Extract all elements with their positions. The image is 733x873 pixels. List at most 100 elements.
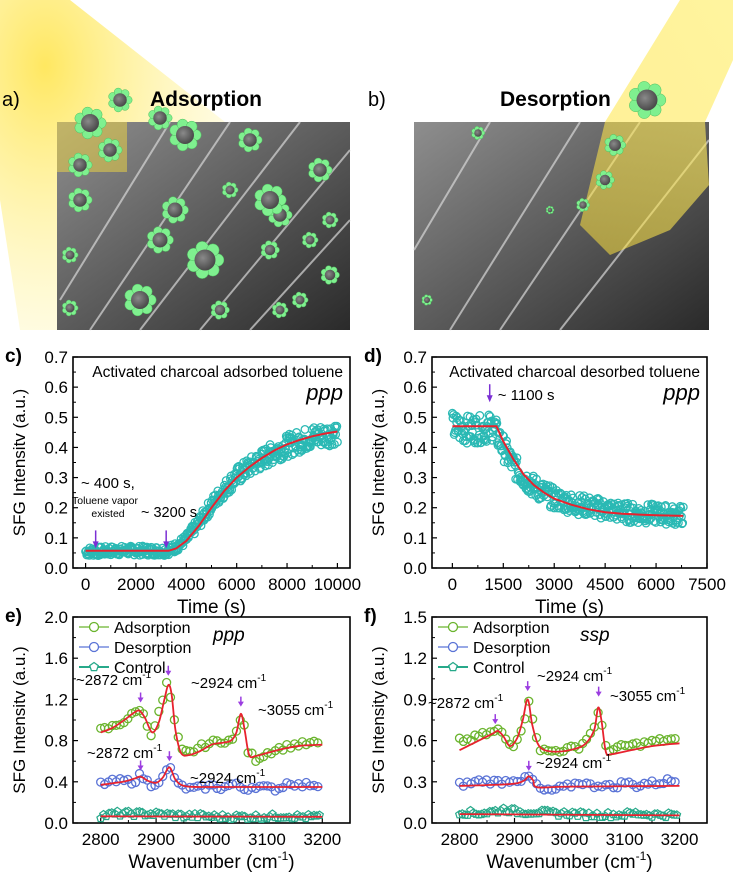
arrow-head-icon bbox=[486, 395, 493, 403]
series-control bbox=[96, 806, 324, 823]
toluene-molecule-icon bbox=[471, 126, 485, 140]
data-point bbox=[154, 706, 164, 717]
legend-item-control: Control bbox=[438, 660, 525, 677]
chart-f: f) 0.0 0.3 0.6 0.9 1.2 1.5 2800 2900 3000 3100 3200… bbox=[364, 606, 708, 873]
legend: Adsorption Desorption Control bbox=[438, 620, 550, 677]
toluene-molecule-icon bbox=[302, 231, 319, 249]
toluene-molecule-icon bbox=[629, 81, 667, 119]
data-point bbox=[570, 808, 580, 817]
polarization-label: ppp bbox=[662, 380, 700, 405]
toluene-molecule-icon bbox=[320, 265, 340, 285]
legend-label: Adsorption bbox=[473, 620, 550, 637]
panel-label-a: a) bbox=[2, 89, 20, 111]
data-point bbox=[666, 734, 676, 744]
toluene-molecule-icon bbox=[595, 170, 615, 190]
toluene-molecule-icon bbox=[254, 183, 287, 217]
toluene-molecule-icon bbox=[322, 211, 339, 229]
data-point bbox=[547, 785, 557, 795]
data-point bbox=[158, 771, 168, 782]
y-tick-label: 0.9 bbox=[403, 690, 427, 709]
toluene-molecule-icon bbox=[421, 294, 433, 306]
annotation: ~ 400 s, bbox=[81, 475, 135, 492]
data-point bbox=[601, 780, 611, 790]
peak-annotation: ~2924 cm-1 bbox=[537, 666, 613, 685]
data-point bbox=[227, 779, 238, 789]
data-point bbox=[233, 462, 243, 472]
toluene-molecule-icon bbox=[68, 187, 93, 213]
arrow-head-icon bbox=[137, 765, 144, 771]
arrow-head-icon bbox=[137, 697, 144, 703]
carbon-ring bbox=[609, 139, 621, 151]
y-tick-label: 0.0 bbox=[403, 559, 427, 578]
data-point bbox=[256, 814, 266, 823]
fit-line bbox=[100, 683, 323, 759]
panel-label-e: e) bbox=[5, 606, 22, 627]
y-tick-label: 2.0 bbox=[44, 608, 68, 627]
carbon-ring bbox=[152, 232, 168, 248]
x-tick-label: 10000 bbox=[314, 575, 361, 594]
data-point bbox=[227, 734, 238, 744]
data-point bbox=[206, 812, 217, 821]
y-tick-label: 0.7 bbox=[44, 348, 68, 367]
y-tick-label: 0.1 bbox=[403, 529, 427, 548]
y-axis-label: SFG Intensitv (a.u.) bbox=[10, 646, 29, 793]
data-point bbox=[138, 709, 149, 719]
data-point bbox=[262, 781, 273, 791]
carbon-ring bbox=[81, 114, 99, 132]
peak-annotation-sup: -1 bbox=[324, 700, 333, 711]
data-point bbox=[528, 714, 538, 724]
desorbing-molecules bbox=[421, 81, 667, 306]
x-tick-label: 2900 bbox=[496, 830, 534, 849]
data-point bbox=[584, 808, 594, 817]
data-point bbox=[472, 420, 482, 430]
x-axis-label: Wavenumber (cm-1) bbox=[486, 849, 652, 873]
peak-annotation: ~2924 cm-1 bbox=[191, 673, 267, 692]
peak-annotation-text: ~2924 cm bbox=[536, 755, 602, 772]
legend-label: Control bbox=[473, 660, 525, 677]
data-point bbox=[475, 411, 485, 420]
plot-area bbox=[454, 696, 682, 822]
fit-line bbox=[85, 430, 338, 552]
arrow-head-icon bbox=[595, 691, 602, 697]
y-tick-label: 0.0 bbox=[44, 559, 68, 578]
x-axis-label-sup: -1 bbox=[278, 849, 289, 863]
y-tick-label: 0.4 bbox=[44, 773, 68, 792]
peak-annotation: ~3055 cm-1 bbox=[610, 686, 686, 705]
carbon-ring bbox=[636, 89, 658, 111]
data-point bbox=[309, 780, 319, 791]
panel-title-b: Desorption bbox=[500, 88, 611, 111]
polarization-label: ssp bbox=[580, 625, 610, 646]
toluene-molecule-icon bbox=[124, 283, 157, 317]
carbon-ring bbox=[305, 235, 315, 245]
data-point bbox=[520, 809, 531, 819]
y-tick-label: 0.8 bbox=[44, 732, 68, 751]
data-point bbox=[465, 412, 475, 422]
series-desorption bbox=[454, 771, 680, 795]
carbon-ring bbox=[313, 163, 327, 177]
panel-b: b) Desorption bbox=[368, 0, 733, 331]
x-tick-label: 1500 bbox=[484, 575, 522, 594]
toluene-molecule-icon bbox=[210, 300, 230, 320]
data-point bbox=[218, 810, 228, 819]
legend-item-adsorption: Adsorption bbox=[438, 620, 550, 637]
toluene-molecule-icon bbox=[98, 137, 123, 163]
arrow-head-icon bbox=[237, 701, 244, 707]
data-point bbox=[332, 421, 342, 431]
peak-annotation: ~3055 cm-1 bbox=[258, 700, 334, 719]
legend: Adsorption Desorption Control bbox=[79, 620, 191, 677]
y-tick-label: 1.2 bbox=[403, 649, 427, 668]
peak-annotation: ~2872 cm-1 bbox=[87, 743, 163, 762]
x-tick-label: 8000 bbox=[268, 575, 306, 594]
x-tick-label: 3200 bbox=[661, 830, 699, 849]
data-point bbox=[231, 726, 242, 736]
data-point bbox=[678, 502, 688, 512]
x-tick-label: 2000 bbox=[117, 575, 155, 594]
data-point bbox=[582, 509, 592, 519]
carbon-ring bbox=[176, 126, 194, 144]
panel-title-a: Adsorption bbox=[150, 88, 262, 111]
carbon-ring bbox=[167, 202, 183, 218]
light-beam bbox=[580, 0, 733, 255]
legend-item-control: Control bbox=[79, 660, 166, 677]
y-tick-label: 0.3 bbox=[44, 469, 68, 488]
